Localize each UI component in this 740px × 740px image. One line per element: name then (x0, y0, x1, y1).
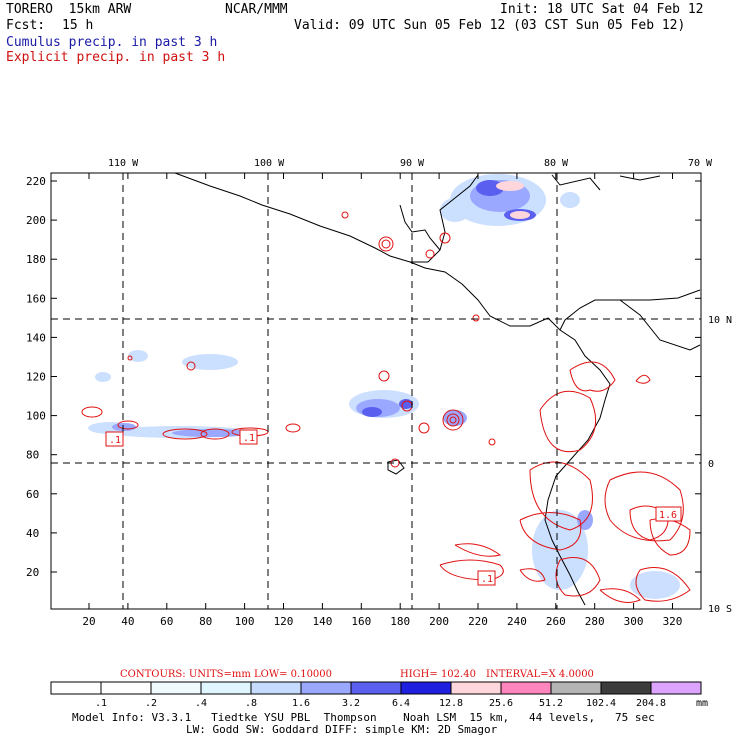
lon-label-80w: 80 W (544, 158, 569, 169)
lat-label-10n: 10 N (708, 315, 732, 326)
colorbar-label: 6.4 (392, 698, 410, 709)
x-tick-label: 220 (468, 615, 488, 628)
x-tick-label: 200 (429, 615, 449, 628)
colorbar-label: 51.2 (539, 698, 563, 709)
x-tick-label: 20 (82, 615, 95, 628)
x-tick-label: 100 (235, 615, 255, 628)
init-time: Init: 18 UTC Sat 04 Feb 12 (500, 2, 704, 17)
map-frame (50, 172, 702, 610)
contour-info: CONTOURS: UNITS=mm LOW= 0.10000 (120, 669, 332, 680)
colorbar-label: 1.6 (292, 698, 310, 709)
colorbar-label: 102.4 (586, 698, 616, 709)
lat-label-10s: 10 S (708, 604, 732, 615)
colorbar-swatch (50, 681, 102, 695)
lat-label-equator: 0 (708, 459, 714, 470)
y-tick-label: 180 (26, 253, 46, 266)
x-tick-label: 80 (199, 615, 212, 628)
model-title: TORERO 15km ARW (6, 2, 132, 17)
lon-label-100w: 100 W (254, 158, 285, 169)
valid-time: Valid: 09 UTC Sun 05 Feb 12 (03 CST Sun … (294, 18, 686, 33)
colorbar-label: .4 (195, 698, 207, 709)
colorbar-swatch (150, 681, 202, 695)
x-tick-label: 140 (312, 615, 332, 628)
colorbar-label: 204.8 (636, 698, 666, 709)
x-tick-label: 60 (160, 615, 173, 628)
y-tick-label: 40 (26, 527, 39, 540)
colorbar-label: .1 (95, 698, 107, 709)
y-tick-label: 120 (26, 371, 46, 384)
lon-label-90w: 90 W (400, 158, 425, 169)
colorbar (50, 681, 702, 695)
model-info-line1: Model Info: V3.3.1 Tiedtke YSU PBL Thomp… (72, 711, 655, 724)
model-info-line2: LW: Godd SW: Goddard DIFF: simple KM: 2D… (186, 723, 498, 736)
contour-label: .1 (481, 574, 493, 585)
x-tick-label: 240 (507, 615, 527, 628)
y-tick-label: 220 (26, 175, 46, 188)
forecast-hour: 15 h (62, 18, 94, 33)
colorbar-label: 12.8 (439, 698, 463, 709)
cumulus-field-title: Cumulus precip. in past 3 h (6, 35, 218, 50)
y-tick-label: 100 (26, 410, 46, 423)
x-tick-label: 120 (274, 615, 294, 628)
colorbar-swatch (300, 681, 352, 695)
colorbar-swatch (400, 681, 452, 695)
y-tick-label: 160 (26, 292, 46, 305)
colorbar-label: 25.6 (489, 698, 513, 709)
y-tick-label: 80 (26, 449, 39, 462)
x-tick-label: 160 (351, 615, 371, 628)
contour-label: .1 (243, 433, 255, 444)
colorbar-swatch (450, 681, 502, 695)
colorbar-swatch (250, 681, 302, 695)
colorbar-swatch (650, 681, 702, 695)
colorbar-unit: mm (696, 698, 708, 709)
lon-label-110w: 110 W (108, 158, 139, 169)
x-tick-label: 260 (546, 615, 566, 628)
lat-lon-grid (51, 173, 701, 609)
colorbar-swatch (200, 681, 252, 695)
colorbar-label: .8 (245, 698, 257, 709)
x-tick-label: 320 (663, 615, 683, 628)
colorbar-label: .2 (145, 698, 157, 709)
precip-shading (88, 174, 680, 599)
org-label: NCAR/MMM (225, 2, 288, 17)
x-tick-label: 280 (585, 615, 605, 628)
colorbar-label: 3.2 (342, 698, 360, 709)
contour-label: .1 (109, 435, 121, 446)
x-tick-label: 40 (121, 615, 134, 628)
y-tick-label: 140 (26, 331, 46, 344)
contour-interval: INTERVAL=X 4.0000 (486, 669, 594, 680)
y-tick-label: 200 (26, 214, 46, 227)
explicit-field-title: Explicit precip. in past 3 h (6, 50, 226, 65)
colorbar-swatch (500, 681, 552, 695)
lon-label-70w: 70 W (688, 158, 713, 169)
colorbar-swatch (550, 681, 602, 695)
contour-high: HIGH= 102.40 (400, 669, 476, 680)
y-tick-label: 20 (26, 566, 39, 579)
forecast-label: Fcst: (6, 18, 46, 33)
y-tick-label: 60 (26, 488, 39, 501)
coastline (174, 172, 701, 606)
x-tick-label: 300 (624, 615, 644, 628)
colorbar-swatch (100, 681, 152, 695)
colorbar-swatch (600, 681, 652, 695)
x-tick-label: 180 (390, 615, 410, 628)
contour-label: 1.6 (659, 510, 677, 521)
colorbar-swatch (350, 681, 402, 695)
